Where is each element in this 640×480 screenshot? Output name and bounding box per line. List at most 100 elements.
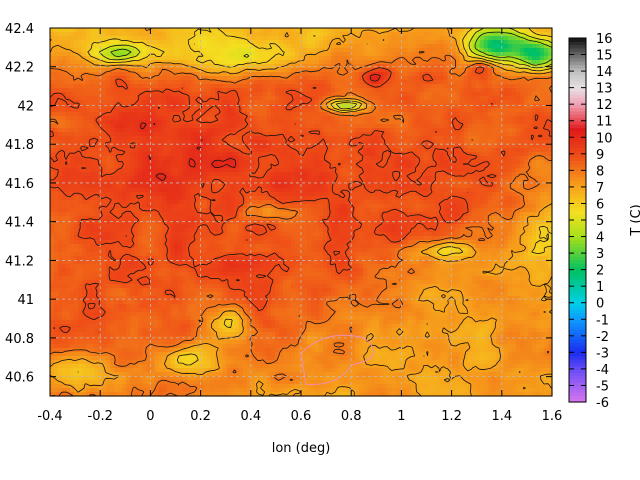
colorbar-segment (569, 110, 586, 115)
colorbar-segment (569, 325, 586, 330)
colorbar-tick-label: -2 (596, 330, 609, 345)
x-tick-label: 1.2 (441, 409, 462, 424)
colorbar-segment (569, 243, 586, 248)
colorbar-tick-label: 13 (596, 82, 613, 97)
colorbar-segment (569, 107, 586, 112)
colorbar-segment (569, 292, 586, 297)
x-tick-label: 0.4 (240, 409, 261, 424)
colorbar-segment (569, 160, 586, 165)
colorbar-segment (569, 51, 586, 56)
colorbar-segment (569, 269, 586, 274)
colorbar-tick-label: 11 (596, 115, 613, 130)
colorbar-segment (569, 249, 586, 254)
contour-line (110, 31, 553, 66)
colorbar-segment (569, 130, 586, 135)
colorbar-segment (569, 193, 586, 198)
colorbar-segment (569, 114, 586, 119)
x-tick-label: 0.8 (341, 409, 362, 424)
colorbar-segment (569, 220, 586, 224)
contour-line (49, 66, 553, 334)
colorbar-segment (569, 140, 586, 145)
colorbar-segment (569, 272, 586, 277)
y-tick-label: 41.4 (5, 216, 34, 231)
contour-line (77, 27, 553, 373)
colorbar-segment (569, 64, 586, 69)
colorbar-segment (569, 385, 586, 390)
y-tick-label: 41.2 (5, 254, 34, 269)
grid-lines (50, 28, 552, 396)
colorbar-segment (569, 57, 586, 62)
colorbar-tick-label: 16 (596, 32, 613, 47)
colorbar-segment (569, 319, 586, 324)
colorbar-segment (569, 365, 586, 370)
colorbar-segment (569, 104, 586, 109)
colorbar-segment (569, 77, 586, 82)
colorbar-segment (569, 133, 586, 138)
colorbar-segment (569, 256, 586, 261)
colorbar-tick-label: 2 (596, 264, 604, 279)
colorbar-segment (569, 183, 586, 188)
colorbar-segment (569, 236, 586, 241)
colorbar-segment (569, 315, 586, 320)
colorbar-segment (569, 392, 586, 396)
colorbar-segment (569, 329, 586, 334)
colorbar-tick-label: 3 (596, 247, 604, 262)
y-tick-label: 42.2 (5, 61, 34, 76)
colorbar-segment (569, 163, 586, 168)
y-tick-label: 41 (17, 293, 34, 308)
colorbar-segment (569, 335, 586, 340)
colorbar-tick-label: 4 (596, 231, 604, 246)
colorbar-segment (569, 253, 586, 257)
colorbar-segment (569, 398, 586, 403)
colorbar-segment (569, 378, 586, 383)
colorbar-tick-label: 15 (596, 49, 613, 64)
colorbar-segment (569, 282, 586, 287)
colorbar-segment (569, 355, 586, 360)
colorbar-segment (569, 67, 586, 72)
colorbar-segment (569, 44, 586, 49)
colorbar-segment (569, 186, 586, 191)
colorbar-segment (569, 190, 586, 195)
x-tick-label: 1.6 (542, 409, 563, 424)
colorbar-segment (569, 71, 586, 75)
colorbar-segment (569, 306, 586, 310)
colorbar-segment (569, 332, 586, 337)
colorbar-segment (569, 167, 586, 171)
colorbar-segment (569, 61, 586, 66)
colorbar-tick-label: -4 (596, 363, 609, 378)
colorbar-tick-label: 9 (596, 148, 604, 163)
colorbar-segment (569, 81, 586, 85)
y-tick-label: 40.6 (5, 371, 34, 386)
colorbar (568, 37, 587, 403)
x-tick-label: 1.4 (491, 409, 512, 424)
colorbar-segment (569, 74, 586, 79)
colorbar-tick-label: -3 (596, 346, 609, 361)
contour-line (98, 27, 553, 110)
colorbar-segment (569, 176, 586, 181)
colorbar-segment (569, 388, 586, 393)
colorbar-segment (569, 345, 586, 350)
colorbar-segment (569, 203, 586, 208)
contour-line-pink (300, 334, 375, 386)
colorbar-segment (569, 150, 586, 155)
colorbar-tick-label: -6 (596, 396, 609, 411)
y-tick-label: 42 (17, 99, 34, 114)
colorbar-segment (569, 120, 586, 125)
colorbar-segment (569, 47, 586, 52)
contour-lines (49, 27, 553, 397)
y-tick-label: 40.8 (5, 332, 34, 347)
colorbar-segment (569, 157, 586, 162)
colorbar-segment (569, 124, 586, 128)
colorbar-segment (569, 90, 586, 95)
colorbar-segment (569, 368, 586, 373)
colorbar-segment (569, 223, 586, 228)
colorbar-segment (569, 226, 586, 231)
colorbar-segment (569, 233, 586, 238)
colorbar-segment (569, 279, 586, 284)
x-tick-label: -0.4 (37, 409, 62, 424)
colorbar-segment (569, 309, 586, 314)
colorbar-segment (569, 289, 586, 294)
colorbar-segment (569, 143, 586, 148)
colorbar-tick-label: 5 (596, 214, 604, 229)
